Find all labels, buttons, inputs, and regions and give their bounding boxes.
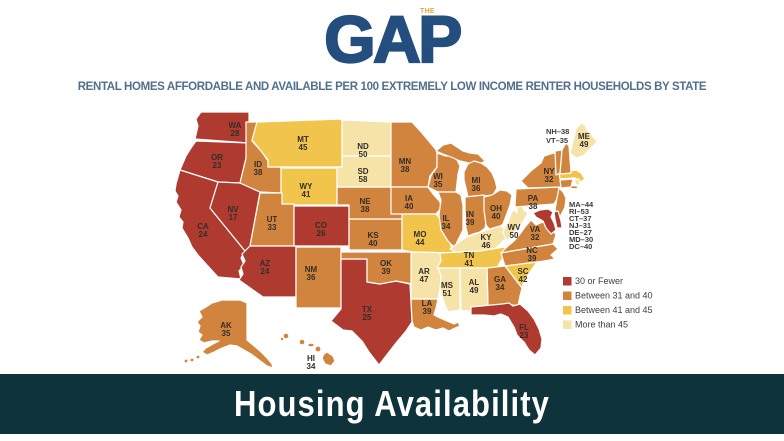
svg-text:AR: AR bbox=[418, 267, 430, 276]
svg-text:46: 46 bbox=[482, 241, 491, 250]
svg-text:41: 41 bbox=[465, 259, 474, 268]
svg-text:38: 38 bbox=[361, 205, 370, 214]
svg-text:WI: WI bbox=[433, 172, 443, 181]
svg-text:MO: MO bbox=[414, 230, 427, 239]
svg-text:TX: TX bbox=[362, 305, 373, 314]
svg-text:OR: OR bbox=[211, 153, 223, 162]
svg-text:MA–44: MA–44 bbox=[569, 200, 594, 209]
svg-text:GA: GA bbox=[494, 275, 506, 284]
svg-text:ME: ME bbox=[578, 132, 591, 141]
svg-text:26: 26 bbox=[317, 229, 326, 238]
svg-text:MN: MN bbox=[399, 157, 412, 166]
svg-text:RI–53: RI–53 bbox=[569, 207, 589, 216]
svg-text:WV: WV bbox=[508, 223, 522, 232]
svg-text:24: 24 bbox=[199, 230, 208, 239]
svg-text:IA: IA bbox=[405, 194, 413, 203]
svg-text:40: 40 bbox=[405, 202, 414, 211]
svg-text:33: 33 bbox=[268, 223, 277, 232]
svg-text:NV: NV bbox=[227, 205, 239, 214]
svg-text:FL: FL bbox=[519, 323, 529, 332]
svg-text:50: 50 bbox=[359, 150, 368, 159]
svg-text:24: 24 bbox=[261, 267, 270, 276]
svg-text:32: 32 bbox=[531, 233, 540, 242]
svg-text:38: 38 bbox=[254, 168, 263, 177]
svg-text:36: 36 bbox=[472, 184, 481, 193]
svg-text:28: 28 bbox=[231, 129, 240, 138]
svg-text:49: 49 bbox=[580, 140, 589, 149]
svg-text:40: 40 bbox=[369, 239, 378, 248]
svg-text:MS: MS bbox=[441, 281, 454, 290]
svg-text:TN: TN bbox=[464, 251, 475, 260]
svg-text:MD–30: MD–30 bbox=[569, 235, 593, 244]
svg-text:23: 23 bbox=[213, 161, 222, 170]
svg-text:DC–40: DC–40 bbox=[569, 242, 592, 251]
svg-text:32: 32 bbox=[545, 175, 554, 184]
svg-text:58: 58 bbox=[359, 175, 368, 184]
svg-text:NM: NM bbox=[305, 265, 318, 274]
svg-text:NJ–31: NJ–31 bbox=[569, 221, 591, 230]
svg-text:17: 17 bbox=[229, 213, 238, 222]
svg-text:44: 44 bbox=[416, 238, 425, 247]
svg-text:34: 34 bbox=[442, 222, 451, 231]
svg-text:ND: ND bbox=[357, 142, 369, 151]
svg-text:KY: KY bbox=[480, 233, 492, 242]
svg-text:PA: PA bbox=[528, 194, 539, 203]
svg-text:47: 47 bbox=[420, 275, 429, 284]
svg-text:23: 23 bbox=[520, 331, 529, 340]
svg-text:35: 35 bbox=[222, 329, 231, 338]
svg-text:CA: CA bbox=[197, 222, 209, 231]
svg-text:SC: SC bbox=[517, 267, 528, 276]
svg-text:39: 39 bbox=[466, 218, 475, 227]
svg-text:36: 36 bbox=[307, 273, 316, 282]
svg-text:AK: AK bbox=[220, 321, 232, 330]
svg-text:NY: NY bbox=[543, 167, 555, 176]
svg-text:NC: NC bbox=[526, 246, 538, 255]
svg-text:UT: UT bbox=[267, 215, 278, 224]
svg-text:WY: WY bbox=[300, 182, 314, 191]
svg-text:DE–27: DE–27 bbox=[569, 228, 592, 237]
svg-text:45: 45 bbox=[299, 143, 308, 152]
svg-text:39: 39 bbox=[528, 254, 537, 263]
svg-text:IL: IL bbox=[442, 214, 449, 223]
svg-text:NH–38: NH–38 bbox=[546, 127, 569, 136]
svg-text:40: 40 bbox=[492, 212, 501, 221]
svg-text:49: 49 bbox=[470, 286, 479, 295]
svg-text:LA: LA bbox=[422, 299, 433, 308]
svg-text:MT: MT bbox=[297, 135, 309, 144]
svg-text:WA: WA bbox=[229, 121, 242, 130]
svg-text:ID: ID bbox=[254, 160, 262, 169]
svg-text:42: 42 bbox=[519, 275, 528, 284]
svg-text:25: 25 bbox=[363, 313, 372, 322]
svg-text:VA: VA bbox=[530, 225, 541, 234]
svg-text:HI: HI bbox=[307, 354, 315, 363]
svg-text:NE: NE bbox=[359, 197, 371, 206]
svg-text:MI: MI bbox=[472, 176, 481, 185]
svg-text:41: 41 bbox=[302, 190, 311, 199]
svg-text:50: 50 bbox=[510, 231, 519, 240]
svg-text:AL: AL bbox=[469, 278, 480, 287]
svg-text:38: 38 bbox=[529, 202, 538, 211]
svg-text:CT–37: CT–37 bbox=[569, 214, 592, 223]
svg-text:34: 34 bbox=[496, 283, 505, 292]
svg-text:51: 51 bbox=[443, 289, 452, 298]
svg-text:34: 34 bbox=[307, 362, 316, 371]
svg-text:IN: IN bbox=[466, 210, 474, 219]
svg-text:OH: OH bbox=[490, 204, 502, 213]
svg-text:CO: CO bbox=[315, 221, 327, 230]
svg-text:Between 41 and 45: Between 41 and 45 bbox=[575, 305, 653, 315]
svg-text:30 or Fewer: 30 or Fewer bbox=[575, 276, 623, 286]
svg-text:39: 39 bbox=[423, 307, 432, 316]
svg-text:SD: SD bbox=[357, 167, 368, 176]
svg-text:39: 39 bbox=[382, 267, 391, 276]
svg-text:AZ: AZ bbox=[260, 259, 271, 268]
svg-text:35: 35 bbox=[434, 180, 443, 189]
svg-text:OK: OK bbox=[380, 259, 392, 268]
svg-text:VT–35: VT–35 bbox=[546, 136, 568, 145]
svg-text:38: 38 bbox=[401, 165, 410, 174]
svg-text:KS: KS bbox=[367, 231, 379, 240]
svg-text:Between 31 and 40: Between 31 and 40 bbox=[575, 291, 653, 301]
svg-text:More than 45: More than 45 bbox=[575, 320, 628, 330]
